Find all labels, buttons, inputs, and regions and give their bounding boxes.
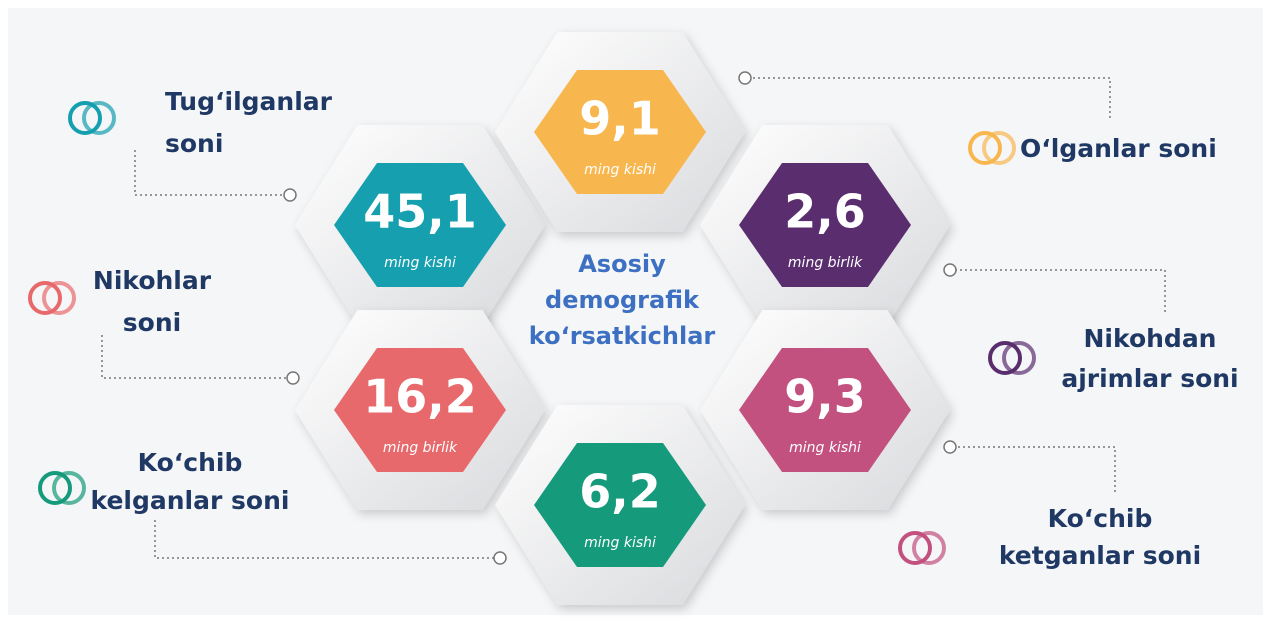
value: 2,6 <box>784 185 866 239</box>
icon <box>968 131 1002 165</box>
connector <box>134 150 290 196</box>
label: Nikohdan <box>1084 324 1217 353</box>
icon <box>38 471 72 505</box>
unit: ming kishi <box>789 440 861 456</box>
label: ajrimlar soni <box>1061 364 1238 393</box>
value: 9,1 <box>579 92 661 146</box>
connector <box>950 446 1116 492</box>
center-title: demografik <box>545 286 700 314</box>
label: Ko‘chib <box>1048 504 1153 533</box>
connector <box>950 269 1166 312</box>
value: 9,3 <box>784 370 866 424</box>
icon <box>28 281 62 315</box>
unit: ming kishi <box>384 255 456 271</box>
value: 16,2 <box>363 370 477 424</box>
icon <box>68 101 102 135</box>
unit: ming birlik <box>788 255 863 271</box>
connector-dot <box>286 371 300 385</box>
icon <box>82 101 116 135</box>
label: soni <box>123 308 181 337</box>
connector-dot <box>493 551 507 565</box>
content: 45,1 ming kishi Tug‘ilganlar soni 9,1 ming ki… <box>28 70 1239 570</box>
connector-dot <box>943 263 957 277</box>
connector-dot <box>738 71 752 85</box>
value-hex <box>334 348 506 472</box>
label: Ko‘chib <box>138 448 243 477</box>
value-hex <box>534 443 706 567</box>
unit: ming birlik <box>383 440 458 456</box>
value: 6,2 <box>579 465 661 519</box>
unit: ming kishi <box>584 162 656 178</box>
label: soni <box>165 129 223 158</box>
value-hex <box>534 70 706 194</box>
value-hex <box>739 348 911 472</box>
icon <box>982 131 1016 165</box>
connector <box>101 335 293 379</box>
label: ketganlar soni <box>999 541 1201 570</box>
connector-dot <box>283 188 297 202</box>
icon <box>988 341 1022 375</box>
connector-dot <box>943 440 957 454</box>
value-hex <box>739 163 911 287</box>
icon <box>912 531 946 565</box>
connector <box>745 77 1111 118</box>
icon <box>898 531 932 565</box>
value: 45,1 <box>363 185 477 239</box>
label: O‘lganlar soni <box>1020 134 1217 163</box>
icon <box>52 471 86 505</box>
unit: ming kishi <box>584 535 656 551</box>
icon <box>42 281 76 315</box>
label: Nikohlar <box>93 266 212 295</box>
icon <box>1002 341 1036 375</box>
label: kelganlar soni <box>91 486 290 515</box>
value-hex <box>334 163 506 287</box>
center-title: Asosiy <box>578 250 666 278</box>
center-title: ko‘rsatkichlar <box>529 322 716 350</box>
label: Tug‘ilganlar <box>165 87 333 116</box>
